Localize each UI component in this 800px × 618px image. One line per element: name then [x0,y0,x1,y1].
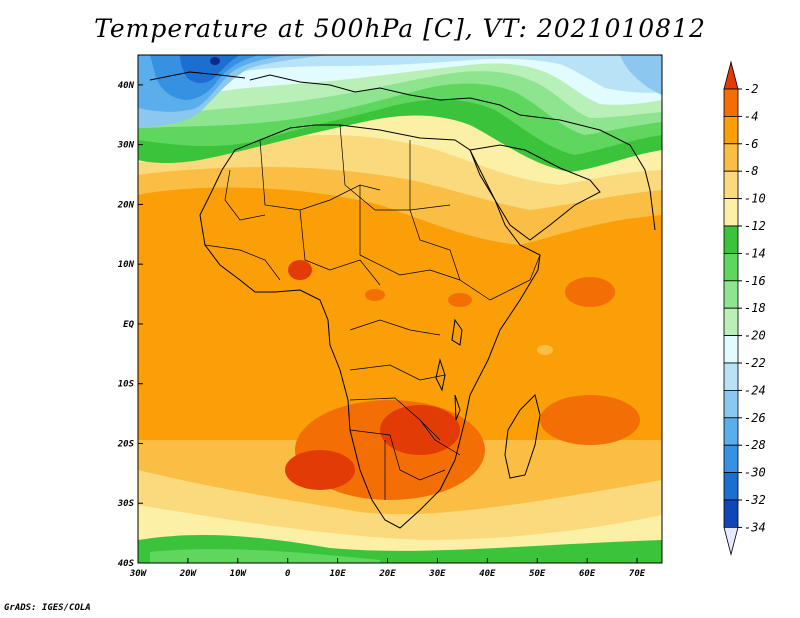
colorbar-label: -26 [744,411,766,425]
lon-label: 10W [230,569,248,579]
colorbar-label: -32 [744,493,766,507]
lat-label: 10N [118,260,135,270]
lon-label: 40E [479,569,496,579]
colorbar-swatch [723,335,739,364]
lat-label: 20N [117,200,135,210]
colorbar-top-arrow [723,60,739,90]
colorbar-swatch [723,198,739,227]
map-frame [137,54,663,564]
latitude-labels: 40N 30N 20N 10N EQ 10S 20S 30S 40S [117,81,143,569]
lon-label: 60E [579,569,596,579]
lon-label: 20E [378,569,396,579]
colorbar-bottom-arrow [723,527,739,556]
colorbar-label: -22 [744,356,766,370]
lon-label: 0 [285,569,291,579]
lat-label: EQ [123,320,134,330]
colorbar-label: -14 [744,246,766,260]
coastlines [149,71,656,529]
colorbar-label: -18 [744,301,766,315]
lat-label: 40N [118,81,135,91]
colorbar-swatch [723,362,739,391]
lon-label: 30W [129,569,148,579]
colorbar-swatch [723,307,739,337]
colorbar-label: -6 [744,137,758,151]
colorbar-swatch [723,444,739,474]
colorbar-label: -34 [744,520,766,534]
colorbar-label: -8 [744,164,758,178]
country-borders [204,124,541,500]
lat-label: 40S [118,559,135,569]
lon-label: 10E [329,569,346,579]
lat-label: 20S [117,439,135,449]
lon-label: 30E [428,569,446,579]
lon-label: 50E [529,569,546,579]
colorbar-swatch [723,472,739,501]
colorbar: -2 -4 -6 -8 -10 -12 -14 -16 -18 -20 -22 -24 -26 -28 -3… [723,60,766,556]
colorbar-swatch [723,143,739,172]
colorbar-swatch [723,170,739,199]
colorbar-label: -12 [744,219,766,233]
chart-title: Temperature at 500hPa [C], VT: 202101081… [94,14,706,43]
lon-label: 70E [629,569,646,579]
lat-label: 30S [117,499,135,509]
colorbar-swatch [723,417,739,446]
colorbar-label: -24 [744,383,766,397]
colorbar-label: -2 [744,82,758,96]
lat-label: 10S [118,380,135,390]
lat-label: 30N [117,141,135,151]
grads-credit: GrADS: IGES/COLA [4,603,91,613]
colorbar-swatch [723,280,739,309]
colorbar-label: -28 [744,438,766,452]
colorbar-label: -20 [744,329,766,343]
longitude-labels: 30W 20W 10W 0 10E 20E 30E 40E 50E 60E 70E [129,558,646,579]
colorbar-label: -16 [744,274,766,288]
colorbar-swatch [723,499,739,528]
colorbar-swatch [723,88,739,117]
colorbar-swatch [723,252,739,282]
colorbar-swatch [723,389,739,419]
temperature-field [138,55,662,563]
colorbar-swatch [723,116,739,145]
colorbar-label: -10 [744,192,766,206]
colorbar-label: -30 [744,466,766,480]
lon-label: 20W [179,569,198,579]
colorbar-swatch [723,225,739,254]
colorbar-label: -4 [744,109,758,123]
